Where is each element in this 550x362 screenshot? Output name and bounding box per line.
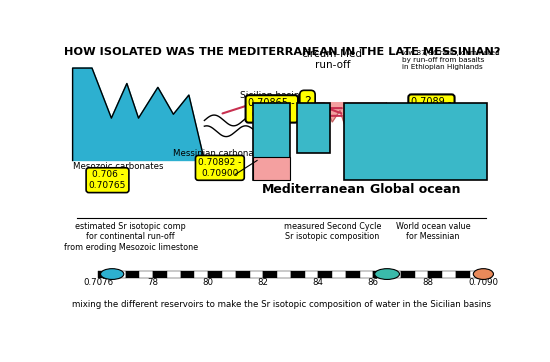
Text: 0.7089 -
0.7090: 0.7089 - 0.7090: [411, 97, 452, 119]
Bar: [298, 103, 330, 153]
Text: HOW ISOLATED WAS THE MEDITERRANEAN IN THE LATE MESSINIAN?: HOW ISOLATED WAS THE MEDITERRANEAN IN TH…: [64, 47, 500, 56]
Bar: [470, 270, 483, 278]
Bar: [208, 270, 222, 278]
Bar: [305, 270, 318, 278]
Ellipse shape: [474, 269, 493, 279]
Text: 78: 78: [148, 278, 159, 287]
Bar: [153, 270, 167, 278]
Bar: [195, 270, 208, 278]
Bar: [291, 270, 305, 278]
Bar: [250, 270, 263, 278]
Bar: [112, 270, 126, 278]
Bar: [126, 270, 140, 278]
Text: Mediterranean: Mediterranean: [262, 183, 366, 196]
Text: 84: 84: [313, 278, 324, 287]
Text: Messinian carbonates: Messinian carbonates: [173, 149, 267, 158]
Text: 82: 82: [258, 278, 269, 287]
Text: circum-Med
run-off: circum-Med run-off: [302, 49, 363, 71]
Bar: [140, 270, 153, 278]
Bar: [360, 270, 373, 278]
Text: ?: ?: [304, 95, 311, 108]
Bar: [401, 270, 415, 278]
Bar: [181, 270, 195, 278]
Text: mixing the different reservoirs to make the Sr isotopic composition of water in : mixing the different reservoirs to make …: [72, 300, 492, 309]
Bar: [442, 270, 456, 278]
Text: estimated Sr isotopic comp
for continental run-off
from eroding Mesozoic limesto: estimated Sr isotopic comp for continent…: [64, 222, 198, 252]
Bar: [263, 270, 277, 278]
Bar: [387, 270, 401, 278]
Text: measured Second Cycle
Sr isotopic composition: measured Second Cycle Sr isotopic compos…: [284, 222, 381, 241]
Bar: [344, 103, 487, 180]
Bar: [346, 270, 360, 278]
Bar: [373, 270, 387, 278]
Text: 0.7090: 0.7090: [469, 278, 498, 287]
Ellipse shape: [101, 269, 124, 279]
Text: 0.70865 -
0.70880: 0.70865 - 0.70880: [249, 98, 295, 120]
Text: Sicilian basins: Sicilian basins: [240, 91, 304, 100]
Bar: [253, 103, 290, 180]
Text: low 87/86 ratio, dominated
by run-off from basalts
in Ethiopian Highlands: low 87/86 ratio, dominated by run-off fr…: [402, 50, 500, 70]
Text: 0.706 -
0.70765: 0.706 - 0.70765: [89, 171, 126, 190]
Polygon shape: [317, 103, 387, 134]
Bar: [236, 270, 250, 278]
Text: 86: 86: [368, 278, 379, 287]
Text: 0.70892 -
0.70900: 0.70892 - 0.70900: [198, 158, 241, 178]
Bar: [415, 270, 428, 278]
Bar: [277, 270, 291, 278]
Bar: [318, 270, 332, 278]
Text: Mesozoic carbonates: Mesozoic carbonates: [73, 162, 163, 171]
Text: 0.7076: 0.7076: [83, 278, 113, 287]
Bar: [428, 270, 442, 278]
Bar: [253, 157, 290, 180]
Bar: [222, 270, 236, 278]
Text: Global ocean: Global ocean: [370, 183, 460, 196]
Bar: [167, 270, 181, 278]
Bar: [456, 270, 470, 278]
Bar: [98, 270, 112, 278]
Bar: [332, 270, 346, 278]
Text: World ocean value
for Messinian: World ocean value for Messinian: [395, 222, 470, 241]
Ellipse shape: [375, 269, 399, 279]
Text: 80: 80: [203, 278, 214, 287]
Polygon shape: [73, 68, 205, 160]
Text: 88: 88: [423, 278, 434, 287]
